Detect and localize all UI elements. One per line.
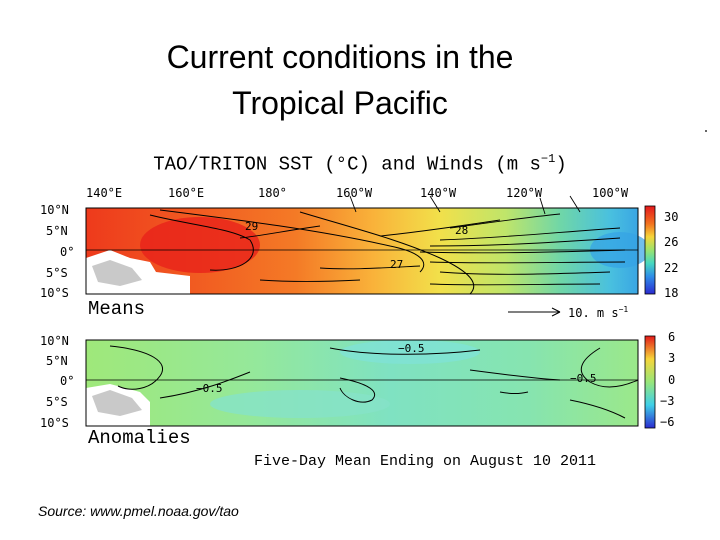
anomaly-colorbar-gradient: [644, 335, 656, 429]
anomalies-frame: [85, 339, 639, 427]
lat-label: 5°S: [46, 266, 68, 280]
lon-label: 160°E: [168, 186, 205, 200]
anomaly-colorbar-tick: −6: [660, 415, 675, 429]
slide-title-line-2: Tropical Pacific: [232, 85, 448, 121]
slide-title: Current conditions in the Tropical Pacif…: [60, 34, 620, 126]
wind-scale: [508, 307, 561, 317]
means-contour-label: 29: [245, 220, 258, 233]
anomaly-contour-label: −0.5: [398, 342, 425, 355]
figure-title: TAO/TRITON SST (°C) and Winds (m s−1): [153, 152, 567, 176]
lat-label: 10°S: [40, 286, 69, 300]
lat-label: 0°: [60, 374, 75, 388]
lat-label: 10°S: [40, 416, 69, 430]
anomaly-contours: [109, 345, 639, 419]
lon-label: 100°W: [592, 186, 629, 200]
means-colorbar-tick: 22: [664, 261, 679, 275]
anomaly-contour-label: −0.5: [570, 372, 597, 385]
anomaly-colorbar-tick: −3: [660, 394, 675, 408]
wind-streamlines: [239, 195, 626, 286]
means-panel: 29 28 27: [85, 195, 650, 295]
lon-label: 120°W: [506, 186, 543, 200]
anomaly-colorbar-tick: 6: [668, 330, 676, 344]
period-label: Five-Day Mean Ending on August 10 2011: [254, 453, 597, 470]
anomalies-panel: −0.5 −0.5 −0.5: [85, 339, 639, 427]
lat-label: 5°N: [46, 354, 68, 368]
anomalies-label: Anomalies: [88, 427, 191, 449]
source-note: Source: www.pmel.noaa.gov/tao: [38, 503, 239, 519]
lon-label: 160°W: [336, 186, 373, 200]
means-label: Means: [88, 298, 146, 320]
means-colorbar-tick: 26: [664, 235, 679, 249]
anomaly-colorbar-tick: 0: [668, 373, 676, 387]
wind-scale-label: 10. m s−1: [568, 305, 629, 320]
slide-title-line-1: Current conditions in the: [166, 39, 514, 75]
lat-label: 10°N: [40, 334, 69, 348]
means-colorbar-tick: 30: [664, 210, 679, 224]
anomaly-colorbar-tick: 3: [668, 351, 676, 365]
means-contour-label: 27: [390, 258, 403, 271]
anomaly-colorbar: [644, 335, 656, 429]
anomaly-contour-label: −0.5: [196, 382, 223, 395]
means-colorbar: [644, 205, 656, 295]
contour-29: [149, 214, 254, 271]
means-colorbar-gradient: [644, 205, 656, 295]
lat-label: 5°S: [46, 395, 68, 409]
lon-label: 140°E: [86, 186, 123, 200]
lon-label: 180°: [258, 186, 287, 200]
new-guinea-landmass: [92, 390, 142, 416]
contour-28: [159, 209, 425, 273]
means-colorbar-tick: 18: [664, 286, 679, 300]
new-guinea-landmass: [92, 260, 142, 286]
lat-label: 5°N: [46, 224, 68, 238]
means-frame: [85, 207, 639, 295]
warm-pool: [140, 217, 260, 273]
lon-label: 140°W: [420, 186, 457, 200]
means-contour-label: 28: [455, 224, 468, 237]
lat-label: 0°: [60, 245, 75, 259]
stray-dot: [705, 130, 707, 132]
lat-label: 10°N: [40, 203, 69, 217]
